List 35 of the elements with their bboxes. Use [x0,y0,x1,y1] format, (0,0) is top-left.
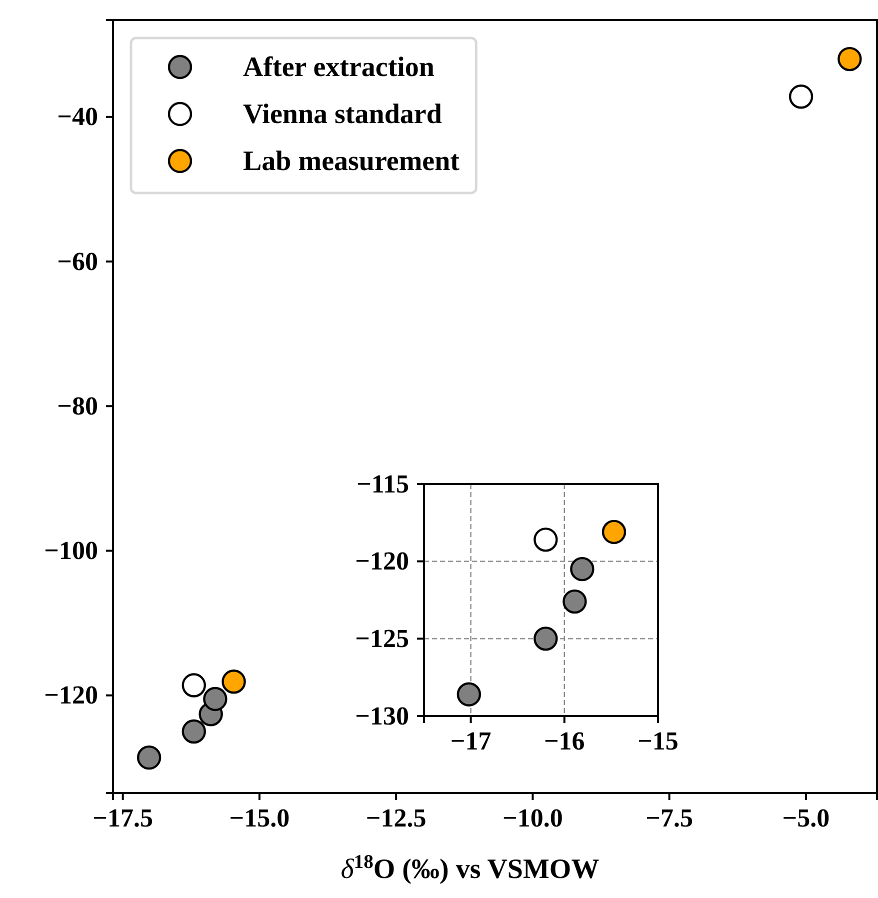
point [203,686,228,712]
y-tick-label: −120 [44,680,98,710]
x-tick-label: −15.0 [229,803,290,832]
point [136,745,162,770]
point [182,719,206,744]
y-tick-label: −120 [355,546,409,576]
y-tick-label: −100 [44,536,98,566]
x-tick-label: −7.5 [646,803,693,832]
x-tick-label: −5.0 [782,803,830,832]
y-tick-label: −115 [356,469,409,498]
x-tick-label: −17.5 [92,803,153,832]
x-tick-label: −12.5 [366,803,426,832]
x-tick-label: −16 [544,726,585,756]
legend-label: Vienna standard [243,99,442,130]
y-tick-label: −125 [355,624,409,653]
point [570,556,594,582]
y-tick-label: −130 [355,701,409,730]
y-tick-label: −80 [57,391,98,420]
x-tick-label: −17 [450,726,492,756]
point [788,84,814,109]
x-tick-label: −15 [638,726,678,756]
point [838,46,862,72]
point [456,682,482,706]
point [602,520,626,544]
point [562,589,587,614]
point [182,673,206,698]
x-axis-title: δ$^{18}$O (‰) vs VSMOW [340,852,600,885]
y-tick-label: −40 [57,102,98,132]
legend-label: After extraction [243,52,435,83]
point [222,670,246,694]
x-tick-label: −10.0 [502,803,563,832]
point [534,626,558,651]
y-tick-label: −60 [57,246,98,276]
legend-label: Lab measurement [243,146,460,177]
point [534,528,558,552]
